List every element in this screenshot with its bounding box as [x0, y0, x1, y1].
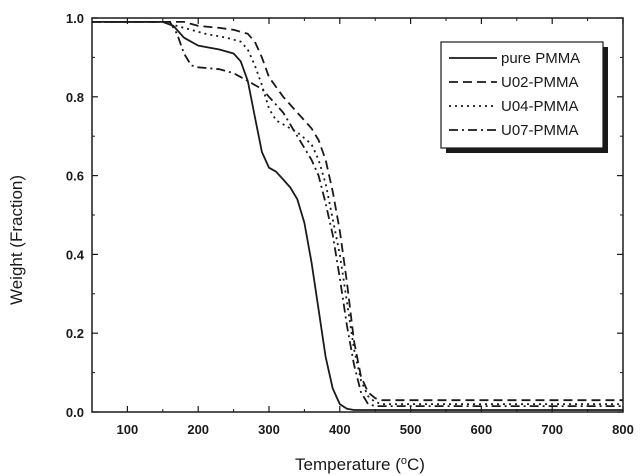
x-axis-title: Temperature (oC): [295, 455, 425, 474]
y-tick-label: 1.0: [66, 11, 84, 26]
y-axis-title: Weight (Fraction): [7, 175, 26, 305]
x-tick-label: 200: [187, 422, 209, 437]
y-tick-label: 0.2: [66, 326, 84, 341]
y-tick-label: 0.0: [66, 405, 84, 420]
x-tick-label: 400: [329, 422, 351, 437]
legend-label-4: U07-PMMA: [501, 122, 579, 139]
legend: pure PMMA U02-PMMA U04-PMMA U07-PMMA: [440, 41, 608, 153]
y-tick-label: 0.6: [66, 169, 84, 184]
axes-group: 100 200 300 400 500 600 700 800 0.0 0.2 0.4 0.6 0.8 1…: [66, 11, 634, 437]
x-tick-label: 300: [258, 422, 280, 437]
y-tick-label: 0.4: [66, 247, 85, 262]
x-tick-label: 800: [612, 422, 634, 437]
legend-label-3: U04-PMMA: [501, 98, 579, 115]
x-tick-label: 100: [117, 422, 139, 437]
x-axis-title-unit: C): [407, 455, 425, 474]
legend-label-1: pure PMMA: [501, 50, 580, 67]
x-tick-label: 700: [541, 422, 563, 437]
x-tick-label: 500: [400, 422, 422, 437]
x-axis-title-main: Temperature (: [295, 455, 401, 474]
x-tick-label: 600: [471, 422, 493, 437]
series-line-1: [92, 20, 623, 411]
series-line-3: [92, 20, 623, 406]
legend-label-2: U02-PMMA: [501, 74, 579, 91]
y-tick-label: 0.8: [66, 90, 84, 105]
series-line-4: [92, 20, 623, 408]
series-group: [92, 20, 623, 411]
x-axis-title-degree: o: [401, 455, 407, 467]
